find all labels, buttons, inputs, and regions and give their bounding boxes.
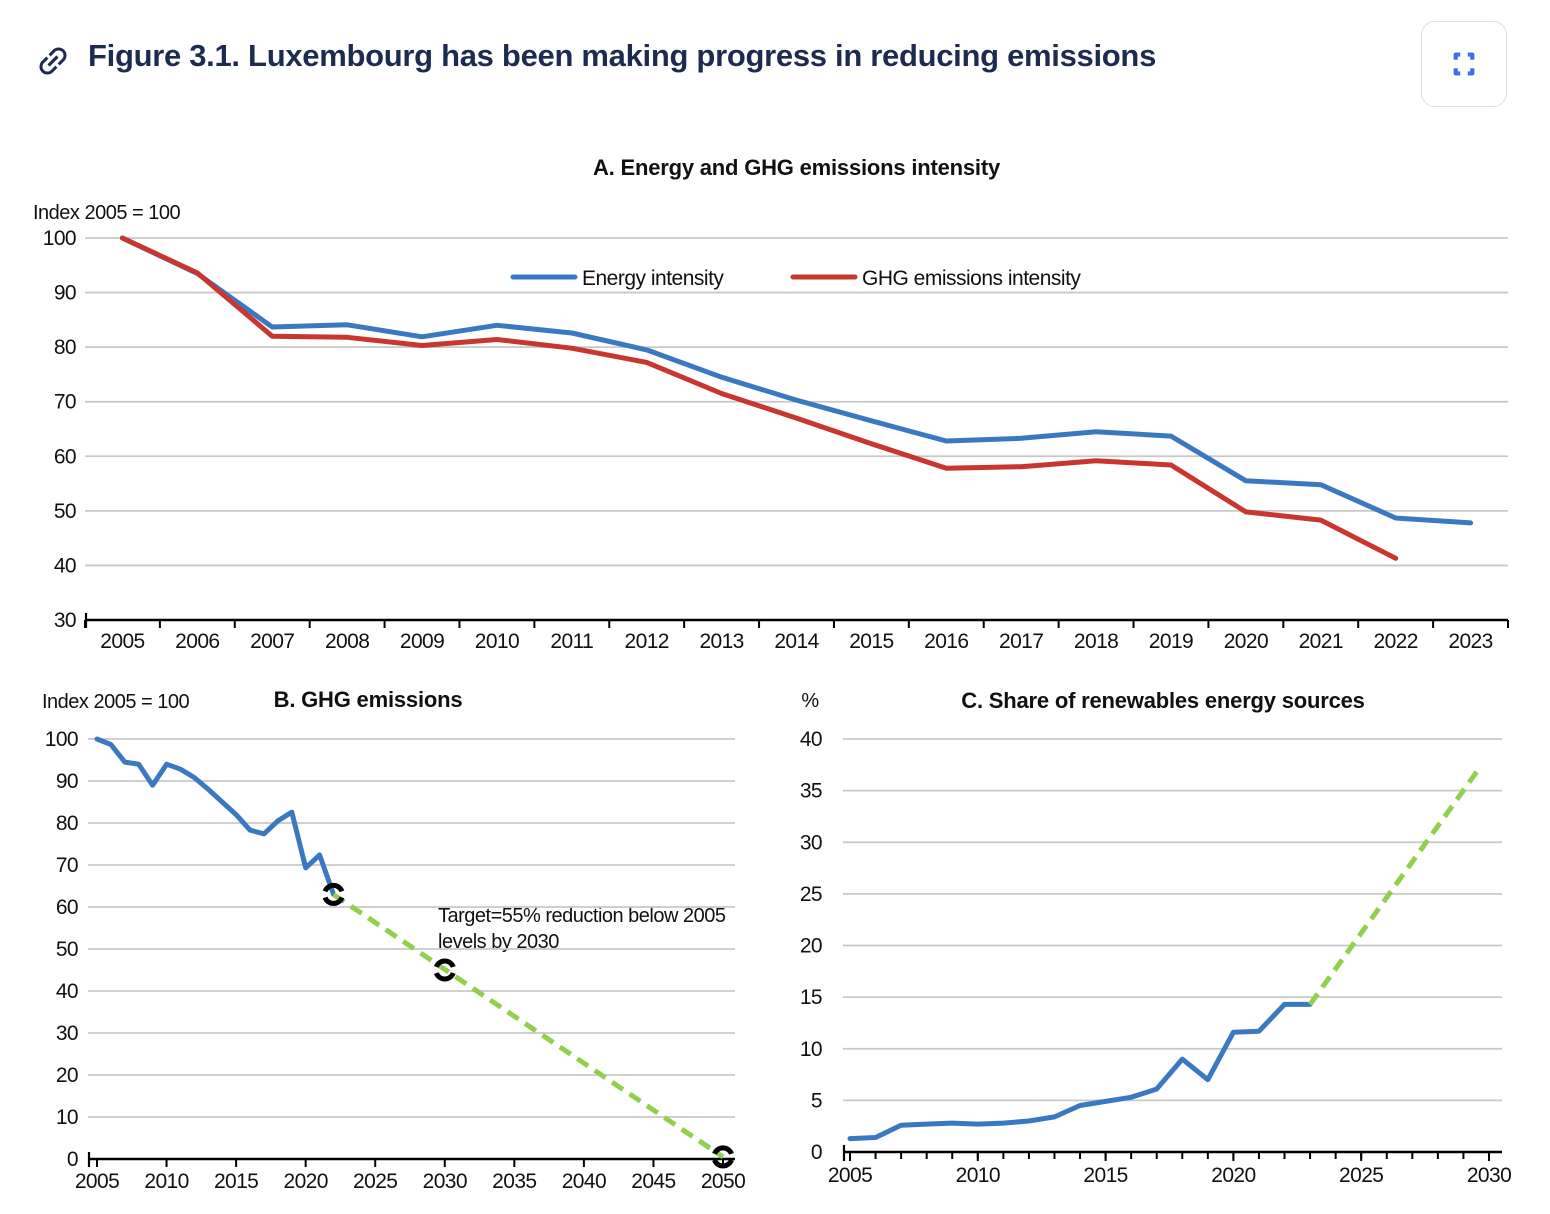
y-tick-label: 10 (56, 1106, 78, 1129)
y-tick-label: 50 (56, 938, 78, 961)
x-tick-label: 2005 (828, 1164, 872, 1187)
chart-b-target-annotation: Target=55% reduction below 2005 levels b… (438, 903, 738, 955)
x-tick-label: 2008 (325, 630, 369, 653)
y-tick-label: 35 (800, 780, 822, 803)
chart-a-title: A. Energy and GHG emissions intensity (592, 155, 1001, 180)
x-tick-label: 2014 (774, 630, 819, 653)
legend-label: GHG emissions intensity (862, 267, 1081, 290)
y-tick-label: 70 (54, 391, 76, 414)
y-tick-label: 100 (43, 227, 76, 250)
x-tick-label: 2020 (1211, 1164, 1255, 1187)
target-marker (433, 958, 457, 982)
y-tick-label: 40 (54, 554, 76, 577)
y-tick-label: 40 (56, 980, 78, 1003)
x-tick-label: 2030 (1467, 1164, 1511, 1187)
x-tick-label: 2025 (353, 1170, 397, 1193)
y-tick-label: 70 (56, 854, 78, 877)
x-tick-label: 2023 (1448, 630, 1492, 653)
y-tick-label: 40 (800, 728, 822, 751)
y-tick-label: 10 (800, 1038, 822, 1061)
x-tick-label: 2020 (1224, 630, 1268, 653)
annotation-line-2: levels by 2030 (438, 931, 559, 953)
y-tick-label: 30 (800, 831, 822, 854)
chart-a-canvas: 30 40 50 60 70 80 90 100 2005 2006 2007 2008 2009 201… (43, 227, 1509, 653)
x-tick-label: 2009 (400, 630, 444, 653)
x-tick-label: 2011 (550, 630, 593, 653)
x-tick-label: 2016 (924, 630, 968, 653)
x-tick-label: 2040 (562, 1170, 606, 1193)
chart-b-axis-note: Index 2005 = 100 (42, 691, 190, 713)
x-tick-label: 2010 (956, 1164, 1000, 1187)
y-tick-label: 50 (54, 500, 76, 523)
y-tick-label: 20 (800, 935, 822, 958)
series-line-dashed (332, 892, 725, 1159)
y-tick-label: 20 (56, 1064, 78, 1087)
fullscreen-icon (1453, 52, 1475, 76)
series-line-solid (119, 235, 1399, 561)
x-tick-label: 2017 (999, 630, 1043, 653)
x-tick-label: 2015 (1083, 1164, 1127, 1187)
x-tick-label: 2005 (100, 630, 144, 653)
x-tick-label: 2012 (625, 630, 669, 653)
series-line-solid (119, 235, 1474, 526)
target-marker (711, 1145, 735, 1169)
y-tick-label: 100 (45, 728, 78, 751)
x-tick-label: 2019 (1149, 630, 1193, 653)
annotation-line-1: Target=55% reduction below 2005 (438, 905, 726, 927)
x-tick-label: 2007 (250, 630, 294, 653)
chart-c-title: C. Share of renewables energy sources (961, 688, 1365, 713)
series-line-dashed (1308, 767, 1481, 1006)
y-tick-label: 90 (54, 282, 76, 305)
x-tick-label: 2030 (423, 1170, 467, 1193)
x-tick-label: 2021 (1299, 630, 1343, 653)
x-tick-label: 2015 (849, 630, 893, 653)
x-tick-label: 2010 (144, 1170, 188, 1193)
x-tick-label: 2013 (699, 630, 743, 653)
x-tick-label: 2020 (284, 1170, 328, 1193)
y-tick-label: 60 (54, 445, 76, 468)
y-tick-label: 15 (800, 986, 822, 1009)
series-line-solid (847, 1001, 1313, 1142)
y-tick-label: 30 (54, 609, 76, 632)
legend-label: Energy intensity (582, 267, 724, 290)
y-tick-label: 60 (56, 896, 78, 919)
y-tick-label: 30 (56, 1022, 78, 1045)
series-line-solid (94, 736, 336, 897)
y-tick-label: 90 (56, 770, 78, 793)
figure-title: Figure 3.1. Luxembourg has been making p… (88, 38, 1157, 73)
y-tick-label: 80 (56, 812, 78, 835)
link-anchor-icon[interactable] (34, 42, 72, 80)
chart-a-axis-note: Index 2005 = 100 (33, 202, 181, 224)
expand-button[interactable] (1421, 21, 1507, 107)
x-tick-label: 2035 (492, 1170, 536, 1193)
chart-c-axis-note: % (801, 690, 819, 712)
y-tick-label: 5 (811, 1089, 822, 1112)
target-marker (321, 882, 345, 906)
y-tick-label: 80 (54, 336, 76, 359)
y-tick-label: 0 (67, 1148, 78, 1171)
x-tick-label: 2050 (701, 1170, 745, 1193)
x-tick-label: 2005 (75, 1170, 119, 1193)
y-tick-label: 25 (800, 883, 822, 906)
y-tick-label: 0 (811, 1141, 822, 1164)
x-tick-label: 2022 (1373, 630, 1417, 653)
x-tick-label: 2045 (631, 1170, 675, 1193)
x-tick-label: 2025 (1339, 1164, 1383, 1187)
x-tick-label: 2010 (475, 630, 519, 653)
chart-b-title: B. GHG emissions (273, 687, 463, 712)
x-tick-label: 2018 (1074, 630, 1118, 653)
x-tick-label: 2015 (214, 1170, 258, 1193)
x-tick-label: 2006 (175, 630, 219, 653)
